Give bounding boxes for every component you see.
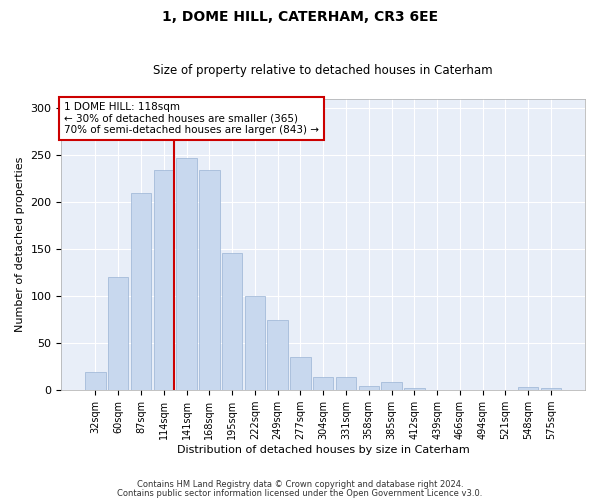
X-axis label: Distribution of detached houses by size in Caterham: Distribution of detached houses by size …: [177, 445, 470, 455]
Bar: [131, 193, 151, 390]
Bar: [154, 170, 174, 390]
Bar: [108, 278, 128, 390]
Text: 1 DOME HILL: 118sqm
← 30% of detached houses are smaller (365)
70% of semi-detac: 1 DOME HILL: 118sqm ← 30% of detached ho…: [64, 102, 319, 135]
Bar: [359, 386, 379, 390]
Bar: [222, 253, 242, 390]
Bar: [245, 296, 265, 390]
Bar: [404, 388, 425, 390]
Text: Contains HM Land Registry data © Crown copyright and database right 2024.: Contains HM Land Registry data © Crown c…: [137, 480, 463, 489]
Bar: [199, 170, 220, 390]
Bar: [518, 388, 538, 390]
Bar: [290, 358, 311, 390]
Text: 1, DOME HILL, CATERHAM, CR3 6EE: 1, DOME HILL, CATERHAM, CR3 6EE: [162, 10, 438, 24]
Bar: [541, 388, 561, 390]
Title: Size of property relative to detached houses in Caterham: Size of property relative to detached ho…: [154, 64, 493, 77]
Bar: [381, 382, 402, 390]
Bar: [85, 372, 106, 390]
Bar: [176, 158, 197, 390]
Bar: [268, 320, 288, 390]
Y-axis label: Number of detached properties: Number of detached properties: [15, 157, 25, 332]
Bar: [313, 377, 334, 390]
Text: Contains public sector information licensed under the Open Government Licence v3: Contains public sector information licen…: [118, 488, 482, 498]
Bar: [336, 377, 356, 390]
